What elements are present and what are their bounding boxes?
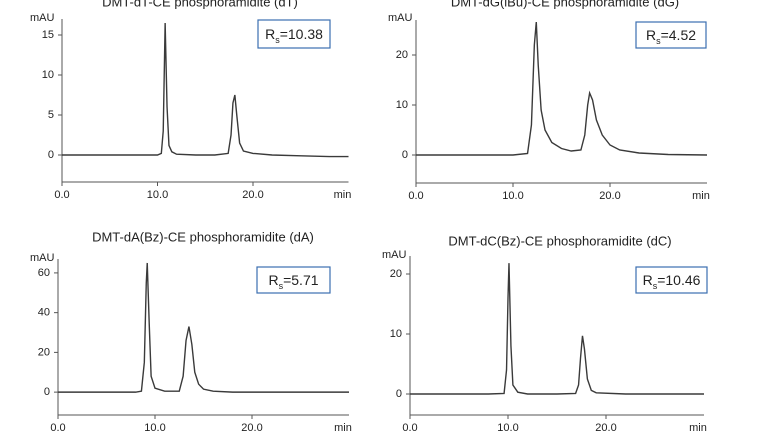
- x-tick-label: 0.0: [54, 189, 69, 201]
- x-tick-label: 10.0: [147, 189, 168, 201]
- x-tick-label: 10.0: [502, 190, 523, 202]
- chart-title: DMT-dT-CE phosphoramidite (dT): [102, 0, 298, 9]
- x-tick-label: 20.0: [595, 422, 616, 432]
- annotation: Rs=4.52: [646, 27, 696, 46]
- annotation: Rs=10.46: [643, 272, 701, 291]
- annotation: Rs=5.71: [268, 272, 318, 291]
- x-axis-label: min: [689, 422, 707, 432]
- annotation-rest: =10.46: [657, 272, 700, 288]
- y-tick-label: 15: [42, 29, 54, 41]
- annotation-rest: =4.52: [661, 27, 697, 43]
- y-axis-label: mAU: [388, 12, 413, 24]
- x-tick-label: 20.0: [241, 422, 262, 432]
- y-tick-label: 40: [38, 307, 50, 319]
- annotation-sub: s: [656, 36, 661, 46]
- y-tick-label: 0: [48, 149, 54, 161]
- trace: [58, 262, 349, 393]
- annotation-box: [635, 21, 707, 49]
- x-tick-label: 10.0: [144, 422, 165, 432]
- annotation-main: R: [265, 26, 275, 42]
- y-tick-label: 20: [396, 49, 408, 61]
- annotation-box: [256, 266, 331, 294]
- x-axis-label: min: [334, 422, 352, 432]
- y-tick-label: 5: [48, 109, 54, 121]
- x-tick-label: 0.0: [402, 422, 417, 432]
- x-tick-label: 10.0: [497, 422, 518, 432]
- y-tick-label: 0: [396, 388, 402, 400]
- y-tick-label: 0: [44, 386, 50, 398]
- y-tick-label: 10: [390, 328, 402, 340]
- annotation-sub: s: [279, 281, 284, 291]
- annotation-box: [257, 19, 331, 49]
- annotation-main: R: [643, 272, 653, 288]
- x-tick-label: 0.0: [408, 190, 423, 202]
- trace: [416, 21, 708, 156]
- annotation-sub: s: [275, 35, 280, 45]
- y-axis-label: mAU: [382, 249, 407, 261]
- x-tick-label: 20.0: [242, 189, 263, 201]
- annotation-rest: =5.71: [283, 272, 319, 288]
- y-tick-label: 10: [42, 69, 54, 81]
- chart-title: DMT-dC(Bz)-CE phosphoramidite (dC): [448, 233, 671, 248]
- annotation-box: [635, 266, 708, 294]
- annotation-rest: =10.38: [280, 26, 323, 42]
- y-tick-label: 20: [38, 346, 50, 358]
- y-axis-label: mAU: [30, 252, 55, 264]
- x-axis-label: min: [334, 189, 352, 201]
- y-tick-label: 10: [396, 99, 408, 111]
- trace: [62, 22, 349, 158]
- annotation-main: R: [268, 272, 278, 288]
- annotation-sub: s: [653, 281, 658, 291]
- chart-title: DMT-dG(iBu)-CE phosphoramidite (dG): [451, 0, 679, 9]
- x-tick-label: 0.0: [50, 422, 65, 432]
- y-tick-label: 60: [38, 267, 50, 279]
- y-tick-label: 0: [402, 149, 408, 161]
- x-tick-label: 20.0: [599, 190, 620, 202]
- y-tick-label: 20: [390, 268, 402, 280]
- annotation-main: R: [646, 27, 656, 43]
- trace: [410, 263, 704, 395]
- annotation: Rs=10.38: [265, 26, 323, 45]
- chart-title: DMT-dA(Bz)-CE phosphoramidite (dA): [92, 229, 314, 244]
- y-axis-label: mAU: [30, 12, 55, 24]
- x-axis-label: min: [692, 190, 710, 202]
